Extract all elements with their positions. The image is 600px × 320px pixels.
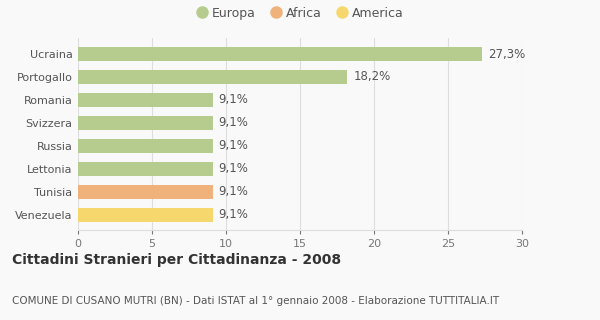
Text: 9,1%: 9,1% — [218, 185, 248, 198]
Text: COMUNE DI CUSANO MUTRI (BN) - Dati ISTAT al 1° gennaio 2008 - Elaborazione TUTTI: COMUNE DI CUSANO MUTRI (BN) - Dati ISTAT… — [12, 296, 499, 306]
Bar — [78, 162, 212, 176]
Text: 9,1%: 9,1% — [218, 116, 248, 129]
Text: 9,1%: 9,1% — [218, 162, 248, 175]
Text: 18,2%: 18,2% — [353, 70, 391, 84]
Bar — [78, 116, 212, 130]
Text: 9,1%: 9,1% — [218, 140, 248, 152]
Text: 9,1%: 9,1% — [218, 208, 248, 221]
Bar — [78, 208, 212, 222]
Bar — [78, 70, 347, 84]
Bar — [78, 185, 212, 199]
Text: 9,1%: 9,1% — [218, 93, 248, 107]
Text: 27,3%: 27,3% — [488, 47, 525, 60]
Bar — [78, 139, 212, 153]
Bar — [78, 47, 482, 61]
Text: Cittadini Stranieri per Cittadinanza - 2008: Cittadini Stranieri per Cittadinanza - 2… — [12, 253, 341, 267]
Legend: Europa, Africa, America: Europa, Africa, America — [192, 3, 408, 25]
Bar — [78, 93, 212, 107]
